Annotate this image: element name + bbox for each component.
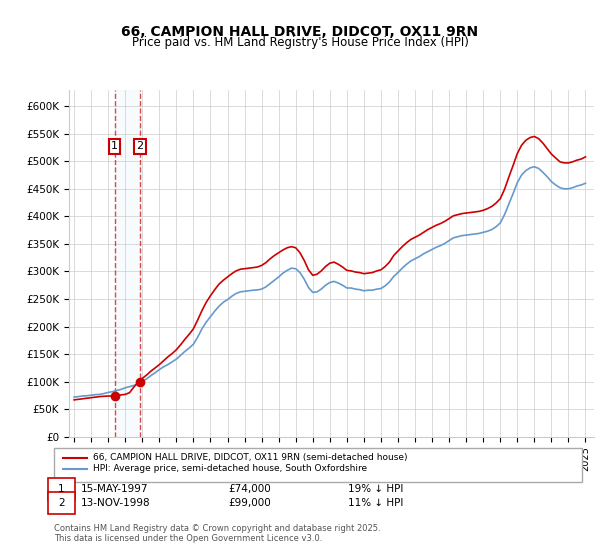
Text: 13-NOV-1998: 13-NOV-1998 [81,498,151,508]
Bar [115,90,140,437]
Text: HPI: Average price, semi-detached house, South Oxfordshire: HPI: Average price, semi-detached house,… [93,464,367,473]
Text: Price paid vs. HM Land Registry's House Price Index (HPI): Price paid vs. HM Land Registry's House … [131,36,469,49]
Text: £99,000: £99,000 [228,498,271,508]
Text: 1: 1 [111,141,118,151]
Text: 19% ↓ HPI: 19% ↓ HPI [348,484,403,494]
Text: 66, CAMPION HALL DRIVE, DIDCOT, OX11 9RN (semi-detached house): 66, CAMPION HALL DRIVE, DIDCOT, OX11 9RN… [93,453,407,462]
Text: 1: 1 [58,484,65,494]
Text: £74,000: £74,000 [228,484,271,494]
Text: 15-MAY-1997: 15-MAY-1997 [81,484,149,494]
Text: 2: 2 [137,141,143,151]
Text: 2: 2 [58,498,65,508]
Text: Contains HM Land Registry data © Crown copyright and database right 2025.
This d: Contains HM Land Registry data © Crown c… [54,524,380,543]
Text: 66, CAMPION HALL DRIVE, DIDCOT, OX11 9RN: 66, CAMPION HALL DRIVE, DIDCOT, OX11 9RN [121,25,479,39]
Text: 11% ↓ HPI: 11% ↓ HPI [348,498,403,508]
